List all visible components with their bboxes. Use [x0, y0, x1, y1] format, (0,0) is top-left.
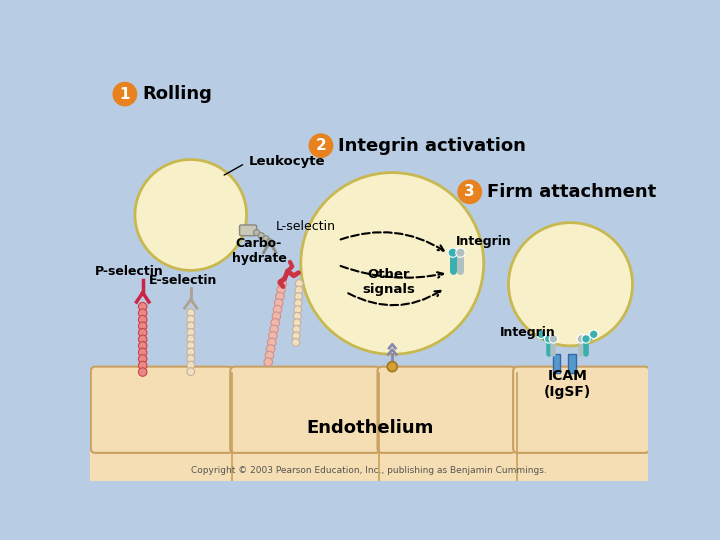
Circle shape [187, 342, 194, 349]
Circle shape [138, 348, 147, 356]
Text: L-selectin: L-selectin [276, 220, 336, 233]
Circle shape [266, 239, 273, 245]
Circle shape [544, 335, 553, 343]
Circle shape [294, 293, 302, 300]
Circle shape [274, 306, 282, 314]
Circle shape [292, 326, 300, 333]
Circle shape [577, 335, 585, 343]
Text: Carbo-
hydrate: Carbo- hydrate [232, 237, 287, 265]
Circle shape [187, 368, 194, 375]
Text: Integrin: Integrin [500, 326, 556, 339]
Circle shape [295, 280, 303, 287]
Circle shape [138, 322, 147, 330]
Text: Integrin activation: Integrin activation [338, 137, 526, 154]
Text: Integrin: Integrin [456, 235, 512, 248]
FancyBboxPatch shape [553, 354, 560, 373]
Circle shape [508, 222, 632, 346]
Circle shape [187, 328, 194, 336]
Circle shape [138, 302, 147, 311]
Circle shape [590, 330, 598, 339]
Text: Other
signals: Other signals [362, 268, 415, 296]
Circle shape [138, 315, 147, 324]
FancyBboxPatch shape [568, 354, 576, 373]
Circle shape [187, 348, 194, 356]
Circle shape [387, 362, 397, 372]
Circle shape [276, 286, 285, 294]
Text: E-selectin: E-selectin [149, 274, 217, 287]
Circle shape [187, 355, 194, 362]
Circle shape [265, 351, 274, 360]
Circle shape [292, 339, 300, 346]
Circle shape [187, 335, 194, 343]
Circle shape [266, 345, 275, 353]
Circle shape [263, 236, 269, 242]
FancyBboxPatch shape [230, 367, 380, 453]
Circle shape [138, 355, 147, 363]
FancyBboxPatch shape [377, 367, 516, 453]
Circle shape [270, 325, 279, 334]
Text: P-selectin: P-selectin [94, 265, 163, 278]
Circle shape [272, 312, 281, 320]
Text: ICAM
(IgSF): ICAM (IgSF) [544, 369, 591, 400]
Text: 2: 2 [315, 138, 326, 153]
Circle shape [295, 286, 302, 294]
Circle shape [112, 82, 138, 106]
Circle shape [301, 173, 484, 354]
Circle shape [448, 248, 457, 257]
Circle shape [274, 299, 283, 307]
Circle shape [294, 312, 301, 320]
Bar [90, 373, 648, 481]
Circle shape [456, 248, 465, 257]
Text: 3: 3 [464, 184, 475, 199]
Circle shape [138, 328, 147, 337]
Circle shape [457, 179, 482, 204]
Circle shape [292, 332, 300, 340]
Text: Copyright © 2003 Pearson Education, Inc., publishing as Benjamin Cummings.: Copyright © 2003 Pearson Education, Inc.… [191, 466, 547, 475]
Circle shape [138, 361, 147, 370]
Circle shape [187, 322, 194, 330]
Circle shape [187, 361, 194, 369]
Text: Endothelium: Endothelium [307, 419, 434, 437]
Circle shape [187, 315, 194, 323]
Circle shape [267, 338, 276, 347]
Circle shape [549, 335, 558, 343]
Circle shape [264, 358, 272, 366]
Circle shape [138, 368, 147, 376]
Circle shape [293, 319, 301, 327]
Text: Leukocyte: Leukocyte [249, 154, 325, 167]
Circle shape [537, 330, 545, 339]
Text: Rolling: Rolling [142, 85, 212, 103]
FancyBboxPatch shape [513, 367, 649, 453]
Circle shape [309, 133, 333, 158]
Circle shape [294, 299, 302, 307]
Circle shape [278, 279, 287, 288]
Circle shape [276, 292, 284, 301]
Circle shape [138, 335, 147, 343]
FancyBboxPatch shape [240, 225, 256, 236]
Circle shape [187, 309, 194, 316]
Circle shape [138, 309, 147, 318]
Circle shape [269, 332, 277, 340]
Text: 1: 1 [120, 86, 130, 102]
Circle shape [582, 335, 590, 343]
Circle shape [138, 342, 147, 350]
Circle shape [253, 230, 260, 236]
Circle shape [258, 233, 264, 239]
Circle shape [271, 319, 279, 327]
Text: Firm attachment: Firm attachment [487, 183, 656, 201]
Circle shape [135, 159, 246, 271]
FancyBboxPatch shape [91, 367, 233, 453]
Circle shape [294, 306, 302, 314]
